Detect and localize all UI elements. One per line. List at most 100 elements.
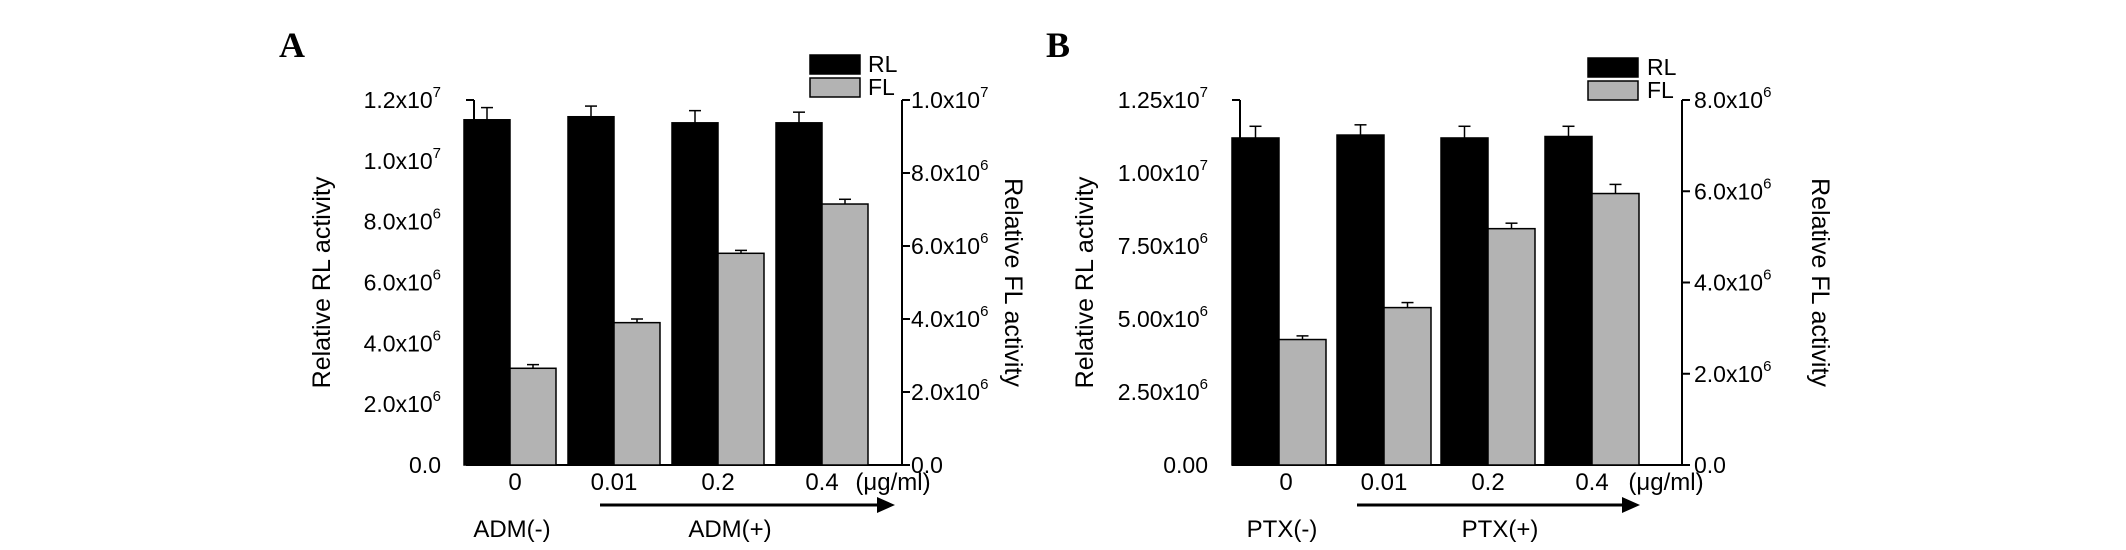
bar-FL-1 bbox=[613, 321, 661, 466]
treatment-arrow-head bbox=[1622, 497, 1640, 513]
tick-mantissa: 1.0x10 bbox=[911, 87, 980, 113]
tick-mantissa: 2.0x10 bbox=[364, 391, 433, 417]
y-tick-label-right: 8.0x106 bbox=[1694, 84, 1771, 113]
bar-RL-1 bbox=[1336, 134, 1385, 466]
tick-exponent: 6 bbox=[980, 376, 988, 393]
tick-exponent: 6 bbox=[1763, 84, 1771, 101]
y-tick-label-right: 0.0 bbox=[911, 452, 943, 478]
y-tick-label-right: 2.0x106 bbox=[1694, 358, 1771, 387]
tick-mantissa: 6.0x10 bbox=[911, 233, 980, 259]
group-label-minus: ADM(-) bbox=[473, 516, 550, 543]
tick-mantissa: 1.2x10 bbox=[364, 87, 433, 113]
bar-RL-0 bbox=[463, 119, 511, 466]
tick-mantissa: 1.00x10 bbox=[1118, 160, 1200, 186]
tick-mantissa: 0.00 bbox=[1163, 452, 1208, 478]
bar-RL-1 bbox=[567, 115, 615, 466]
tick-exponent: 6 bbox=[1763, 267, 1771, 284]
y-tick-label-right: 1.0x107 bbox=[911, 84, 988, 113]
y-tick-label-right: 2.0x106 bbox=[911, 376, 988, 405]
tick-exponent: 6 bbox=[980, 303, 988, 320]
tick-mantissa: 4.0x10 bbox=[1694, 270, 1763, 296]
tick-mantissa: 0.0 bbox=[409, 452, 441, 478]
y-tick-label-left: 4.0x106 bbox=[364, 327, 441, 356]
bar-FL-2 bbox=[1487, 227, 1536, 466]
tick-exponent: 7 bbox=[433, 84, 441, 101]
y-axis-title-right: Relative FL activity bbox=[999, 178, 1027, 387]
chart-panel-B: B0.002.50x1065.00x1067.50x1061.00x1071.2… bbox=[1046, 25, 1834, 543]
legend-label-RL: RL bbox=[868, 51, 898, 77]
tick-exponent: 7 bbox=[1200, 84, 1208, 101]
bar-FL-0 bbox=[1278, 338, 1327, 466]
tick-exponent: 7 bbox=[980, 84, 988, 101]
chart-panel-A: A0.02.0x1064.0x1066.0x1068.0x1061.0x1071… bbox=[279, 25, 1027, 543]
y-tick-label-left: 7.50x106 bbox=[1118, 230, 1208, 259]
bar-RL-0 bbox=[1231, 137, 1280, 466]
tick-mantissa: 8.0x10 bbox=[1694, 87, 1763, 113]
tick-mantissa: 2.0x10 bbox=[911, 379, 980, 405]
tick-mantissa: 0.0 bbox=[1694, 452, 1726, 478]
tick-mantissa: 7.50x10 bbox=[1118, 233, 1200, 259]
tick-exponent: 6 bbox=[433, 327, 441, 344]
tick-mantissa: 8.0x10 bbox=[364, 209, 433, 235]
y-tick-label-left: 2.0x106 bbox=[364, 388, 441, 417]
tick-mantissa: 5.00x10 bbox=[1118, 306, 1200, 332]
tick-exponent: 7 bbox=[1200, 157, 1208, 174]
tick-exponent: 6 bbox=[1763, 358, 1771, 375]
tick-mantissa: 6.0x10 bbox=[1694, 178, 1763, 204]
x-tick-label: 0.2 bbox=[701, 469, 734, 496]
x-unit-label: (μg/ml) bbox=[855, 469, 930, 496]
tick-exponent: 6 bbox=[980, 230, 988, 247]
tick-mantissa: 1.25x10 bbox=[1118, 87, 1200, 113]
x-tick-label: 0 bbox=[1279, 469, 1292, 496]
y-tick-label-right: 0.0 bbox=[1694, 452, 1726, 478]
y-tick-label-left: 0.0 bbox=[409, 452, 441, 478]
y-tick-label-right: 8.0x106 bbox=[911, 157, 988, 186]
bar-FL-3 bbox=[821, 203, 869, 466]
group-label-plus: ADM(+) bbox=[688, 516, 771, 543]
y-tick-label-left: 1.2x107 bbox=[364, 84, 441, 113]
y-tick-label-left: 0.00 bbox=[1163, 452, 1208, 478]
tick-mantissa: 2.0x10 bbox=[1694, 361, 1763, 387]
y-tick-label-left: 1.25x107 bbox=[1118, 84, 1208, 113]
tick-exponent: 6 bbox=[980, 157, 988, 174]
tick-exponent: 6 bbox=[433, 388, 441, 405]
panel-label: B bbox=[1046, 25, 1070, 65]
y-tick-label-right: 4.0x106 bbox=[911, 303, 988, 332]
y-tick-label-right: 4.0x106 bbox=[1694, 267, 1771, 296]
x-tick-label: 0.01 bbox=[1361, 469, 1408, 496]
y-tick-label-left: 6.0x106 bbox=[364, 267, 441, 296]
y-axis-title-left: Relative RL activity bbox=[1071, 176, 1099, 388]
bar-FL-2 bbox=[717, 252, 765, 466]
x-tick-label: 0.4 bbox=[805, 469, 838, 496]
x-unit-label: (μg/ml) bbox=[1628, 469, 1703, 496]
bar-FL-0 bbox=[509, 367, 557, 466]
treatment-arrow-head bbox=[877, 497, 895, 513]
tick-exponent: 6 bbox=[1200, 303, 1208, 320]
y-axis-title-right: Relative FL activity bbox=[1806, 178, 1834, 387]
legend-label-FL: FL bbox=[868, 74, 895, 100]
tick-mantissa: 4.0x10 bbox=[911, 306, 980, 332]
x-tick-label: 0 bbox=[508, 469, 521, 496]
panel-label: A bbox=[279, 25, 305, 65]
group-label-plus: PTX(+) bbox=[1462, 516, 1539, 543]
tick-mantissa: 1.0x10 bbox=[364, 148, 433, 174]
tick-exponent: 7 bbox=[433, 145, 441, 162]
legend-swatch-RL bbox=[1587, 57, 1639, 78]
x-tick-label: 0.2 bbox=[1471, 469, 1504, 496]
legend-swatch-FL bbox=[809, 77, 861, 98]
tick-exponent: 6 bbox=[1763, 175, 1771, 192]
tick-exponent: 6 bbox=[433, 206, 441, 223]
x-tick-label: 0.4 bbox=[1575, 469, 1608, 496]
y-tick-label-left: 8.0x106 bbox=[364, 206, 441, 235]
y-tick-label-right: 6.0x106 bbox=[1694, 175, 1771, 204]
group-label-minus: PTX(-) bbox=[1247, 516, 1318, 543]
tick-exponent: 6 bbox=[1200, 230, 1208, 247]
legend-label-RL: RL bbox=[1647, 54, 1677, 80]
y-axis-title-left: Relative RL activity bbox=[308, 176, 336, 388]
bar-FL-3 bbox=[1591, 192, 1640, 466]
y-tick-label-left: 5.00x106 bbox=[1118, 303, 1208, 332]
y-tick-label-left: 2.50x106 bbox=[1118, 376, 1208, 405]
bar-RL-3 bbox=[775, 122, 823, 466]
x-tick-label: 0.01 bbox=[591, 469, 638, 496]
